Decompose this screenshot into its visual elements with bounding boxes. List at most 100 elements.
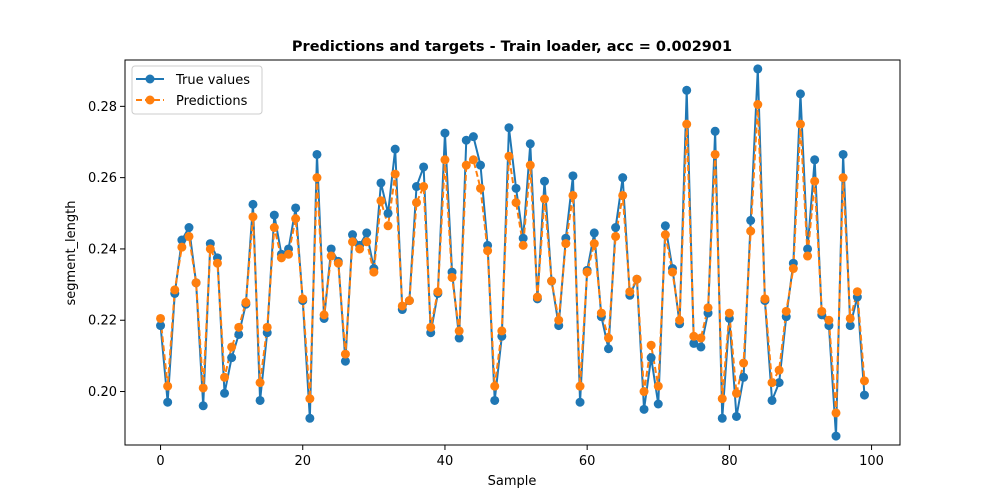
data-point-predictions (589, 239, 599, 249)
data-point-true-values (689, 338, 699, 348)
legend: True values Predictions (131, 65, 263, 115)
axes-frame (124, 59, 901, 446)
data-point-true-values (639, 404, 649, 414)
data-point-predictions (205, 244, 215, 254)
data-point-predictions (468, 155, 478, 165)
data-point-predictions (710, 149, 720, 159)
data-point-predictions (333, 258, 343, 268)
y-tick-label: 0.22 (88, 314, 117, 329)
series-markers (156, 64, 869, 441)
x-axis-ticks: 0 20 40 60 80 100 (156, 445, 884, 469)
data-point-true-values (156, 321, 166, 331)
data-point-predictions (419, 182, 429, 192)
data-point-true-values (362, 228, 372, 238)
data-point-true-values (831, 431, 841, 441)
data-point-predictions (326, 251, 336, 261)
data-point-true-values (163, 397, 173, 407)
data-point-predictions (490, 381, 500, 391)
data-point-predictions (803, 251, 813, 261)
data-point-predictions (163, 381, 173, 391)
data-point-predictions (554, 315, 564, 325)
data-point-true-values (859, 390, 869, 400)
data-point-predictions (859, 376, 869, 386)
data-point-true-values (767, 395, 777, 405)
data-point-predictions (255, 378, 265, 388)
data-point-true-values (312, 149, 322, 159)
data-point-predictions (632, 274, 642, 284)
data-point-predictions (397, 301, 407, 311)
data-point-true-values (603, 344, 613, 354)
data-point-predictions (227, 342, 237, 352)
data-point-predictions (319, 310, 329, 320)
data-point-predictions (838, 173, 848, 183)
data-point-true-values (575, 397, 585, 407)
data-point-predictions (746, 226, 756, 236)
data-point-true-values (184, 223, 194, 233)
data-point-predictions (454, 326, 464, 336)
data-point-predictions (184, 231, 194, 241)
data-point-true-values (525, 139, 535, 149)
data-point-true-values (468, 132, 478, 142)
data-point-true-values (682, 85, 692, 95)
data-point-true-values (838, 149, 848, 159)
data-point-predictions (540, 194, 549, 204)
data-point-predictions (568, 190, 578, 200)
data-point-predictions (561, 239, 571, 249)
legend-predictions-marker (145, 95, 155, 105)
data-point-true-values (611, 223, 621, 233)
data-point-predictions (625, 287, 635, 297)
data-point-true-values (739, 372, 749, 382)
data-point-predictions (682, 119, 692, 129)
data-point-predictions (241, 297, 251, 307)
data-point-true-values (731, 411, 741, 421)
data-point-true-values (376, 178, 386, 188)
data-point-true-values (348, 230, 358, 240)
data-point-predictions (298, 294, 308, 304)
data-point-predictions (724, 308, 734, 318)
data-point-predictions (760, 294, 770, 304)
y-tick-label: 0.26 (88, 171, 117, 186)
data-point-predictions (824, 315, 834, 325)
data-point-predictions (504, 151, 514, 161)
x-axis-label: Sample (488, 474, 537, 489)
data-point-predictions (731, 388, 741, 398)
data-point-predictions (348, 237, 358, 247)
data-point-predictions (476, 183, 485, 193)
data-point-true-values (568, 171, 578, 181)
data-point-true-values (412, 182, 422, 192)
data-point-true-values (383, 208, 393, 218)
data-point-true-values (795, 89, 805, 99)
x-tick-label: 20 (294, 454, 311, 469)
data-point-predictions (262, 322, 272, 332)
data-point-predictions (817, 306, 827, 316)
data-point-predictions (376, 196, 386, 206)
data-point-true-values (220, 388, 230, 398)
x-tick-label: 100 (859, 454, 884, 469)
data-point-true-values (390, 144, 400, 154)
data-point-predictions (355, 244, 365, 254)
data-point-predictions (646, 340, 656, 350)
data-point-predictions (426, 322, 436, 332)
data-point-predictions (810, 176, 820, 186)
data-point-predictions (852, 287, 862, 297)
data-point-true-values (291, 203, 301, 213)
data-point-predictions (660, 230, 670, 240)
data-point-predictions (703, 303, 713, 313)
data-point-predictions (412, 198, 422, 208)
data-point-predictions (717, 394, 727, 404)
chart-title: Predictions and targets - Train loader, … (292, 39, 732, 55)
data-point-true-values (696, 342, 706, 352)
y-axis-label: segment_length (64, 201, 79, 306)
data-point-predictions (284, 249, 294, 259)
data-point-predictions (774, 365, 784, 375)
data-point-predictions (667, 267, 677, 277)
data-point-true-values (618, 173, 628, 183)
x-tick-label: 40 (437, 454, 454, 469)
data-point-true-values (461, 135, 471, 145)
data-point-predictions (220, 372, 230, 382)
data-point-true-values (845, 321, 855, 331)
data-point-predictions (447, 272, 457, 282)
data-point-predictions (198, 383, 208, 393)
data-point-predictions (518, 240, 528, 250)
